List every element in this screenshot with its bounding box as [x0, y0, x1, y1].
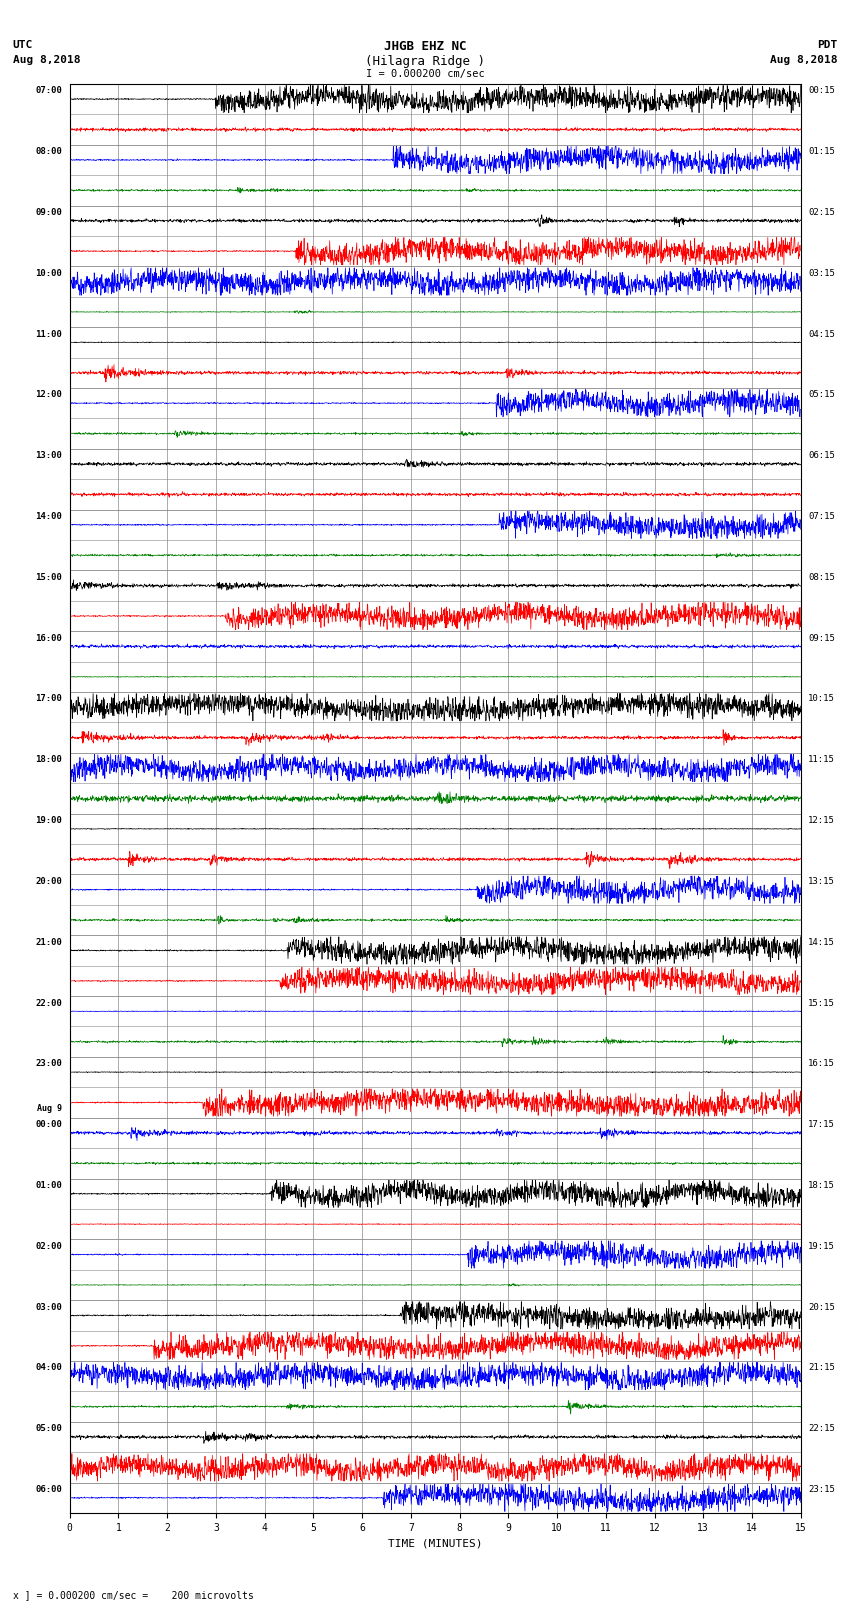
Text: 04:15: 04:15: [808, 329, 835, 339]
Text: 09:15: 09:15: [808, 634, 835, 642]
Text: 09:00: 09:00: [36, 208, 62, 216]
Text: 18:15: 18:15: [808, 1181, 835, 1190]
Text: 03:00: 03:00: [36, 1303, 62, 1311]
Text: (Hilagra Ridge ): (Hilagra Ridge ): [365, 55, 485, 68]
Text: 23:15: 23:15: [808, 1486, 835, 1494]
Text: 19:00: 19:00: [36, 816, 62, 826]
X-axis label: TIME (MINUTES): TIME (MINUTES): [388, 1539, 483, 1548]
Text: 00:00: 00:00: [36, 1119, 62, 1129]
Text: 11:00: 11:00: [36, 329, 62, 339]
Text: 00:15: 00:15: [808, 87, 835, 95]
Text: 21:15: 21:15: [808, 1363, 835, 1373]
Text: 02:00: 02:00: [36, 1242, 62, 1250]
Text: 23:00: 23:00: [36, 1060, 62, 1068]
Text: 07:00: 07:00: [36, 87, 62, 95]
Text: 22:15: 22:15: [808, 1424, 835, 1434]
Text: 13:15: 13:15: [808, 877, 835, 886]
Text: 19:15: 19:15: [808, 1242, 835, 1250]
Text: 08:00: 08:00: [36, 147, 62, 156]
Text: 16:00: 16:00: [36, 634, 62, 642]
Text: 22:00: 22:00: [36, 998, 62, 1008]
Text: x ] = 0.000200 cm/sec =    200 microvolts: x ] = 0.000200 cm/sec = 200 microvolts: [13, 1590, 253, 1600]
Text: 03:15: 03:15: [808, 269, 835, 277]
Text: 10:15: 10:15: [808, 695, 835, 703]
Text: 15:15: 15:15: [808, 998, 835, 1008]
Text: 17:00: 17:00: [36, 695, 62, 703]
Text: 15:00: 15:00: [36, 573, 62, 582]
Text: 02:15: 02:15: [808, 208, 835, 216]
Text: 01:15: 01:15: [808, 147, 835, 156]
Text: 05:15: 05:15: [808, 390, 835, 400]
Text: I = 0.000200 cm/sec: I = 0.000200 cm/sec: [366, 69, 484, 79]
Text: PDT: PDT: [817, 40, 837, 50]
Text: JHGB EHZ NC: JHGB EHZ NC: [383, 40, 467, 53]
Text: 11:15: 11:15: [808, 755, 835, 765]
Text: 21:00: 21:00: [36, 937, 62, 947]
Text: 06:15: 06:15: [808, 452, 835, 460]
Text: 18:00: 18:00: [36, 755, 62, 765]
Text: 14:00: 14:00: [36, 511, 62, 521]
Text: Aug 9: Aug 9: [37, 1105, 62, 1113]
Text: 20:15: 20:15: [808, 1303, 835, 1311]
Text: 07:15: 07:15: [808, 511, 835, 521]
Text: 13:00: 13:00: [36, 452, 62, 460]
Text: 20:00: 20:00: [36, 877, 62, 886]
Text: 17:15: 17:15: [808, 1119, 835, 1129]
Text: Aug 8,2018: Aug 8,2018: [770, 55, 837, 65]
Text: 08:15: 08:15: [808, 573, 835, 582]
Text: 12:15: 12:15: [808, 816, 835, 826]
Text: 06:00: 06:00: [36, 1486, 62, 1494]
Text: 12:00: 12:00: [36, 390, 62, 400]
Text: 05:00: 05:00: [36, 1424, 62, 1434]
Text: 10:00: 10:00: [36, 269, 62, 277]
Text: 04:00: 04:00: [36, 1363, 62, 1373]
Text: 01:00: 01:00: [36, 1181, 62, 1190]
Text: Aug 8,2018: Aug 8,2018: [13, 55, 80, 65]
Text: 14:15: 14:15: [808, 937, 835, 947]
Text: 16:15: 16:15: [808, 1060, 835, 1068]
Text: UTC: UTC: [13, 40, 33, 50]
